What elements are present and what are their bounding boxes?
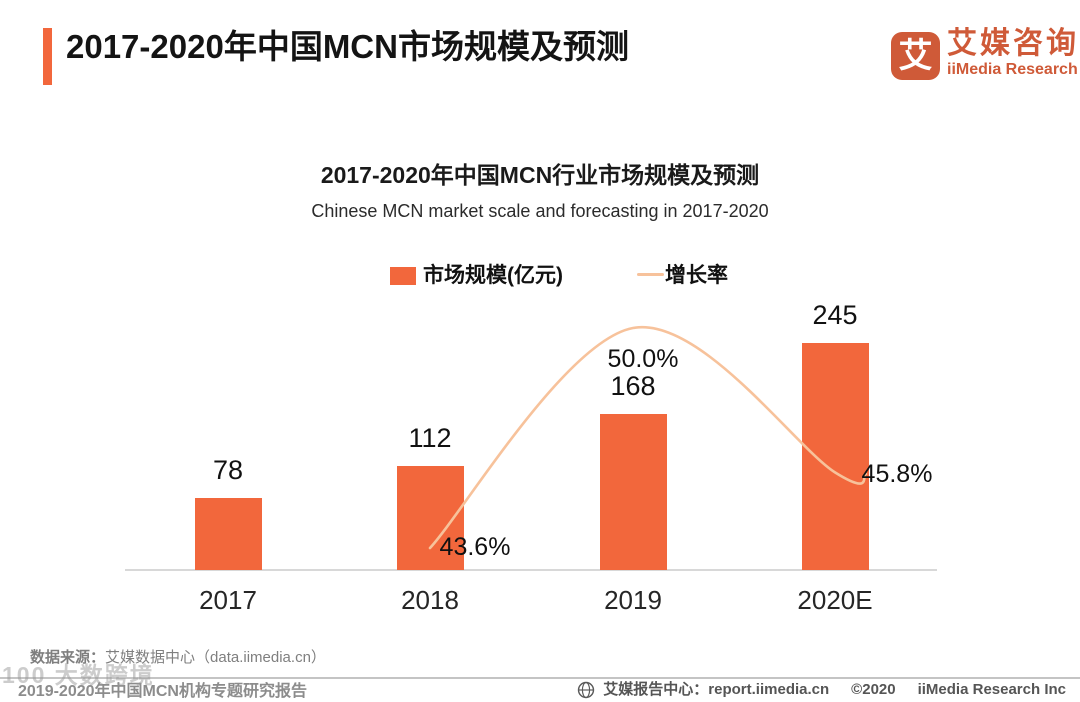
- legend-bar-swatch: [390, 267, 416, 285]
- watermark: 100 大数跨境: [2, 662, 155, 688]
- bar-value-label-2020E: 245: [812, 300, 858, 330]
- growth-label-2018: 43.6%: [439, 533, 511, 561]
- footer-copyright: ©2020: [851, 681, 896, 698]
- bar-value-label-2018: 112: [408, 423, 452, 453]
- data-source: 数据来源：艾媒数据中心（data.iimedia.cn）: [30, 649, 326, 667]
- logo-glyph: 艾: [898, 37, 933, 75]
- chart-subtitle: Chinese MCN market scale and forecasting…: [311, 201, 769, 221]
- footer-right: 艾媒报告中心：report.iimedia.cn ©2020 iiMedia R…: [577, 681, 1066, 699]
- data-source-label: 数据来源：: [30, 649, 106, 666]
- footer-report-title: 2019-2020年中国MCN机构专题研究报告: [18, 683, 307, 700]
- logo-name-en: iiMedia Research: [947, 61, 1078, 78]
- title-accent-bar: [43, 28, 52, 85]
- growth-label-2019: 50.0%: [607, 345, 679, 373]
- x-axis-label-2018: 2018: [401, 585, 459, 615]
- globe-icon: [578, 681, 595, 699]
- legend-bar-label: 市场规模(亿元): [423, 264, 563, 287]
- chart-title: 2017-2020年中国MCN行业市场规模及预测: [320, 162, 760, 188]
- x-axis-label-2020E: 2020E: [797, 585, 873, 615]
- logo-name-cn: 艾媒咨询: [947, 27, 1079, 60]
- bar-2019: [599, 414, 667, 570]
- footer-company: iiMedia Research Inc: [917, 681, 1066, 698]
- footer-divider: [0, 677, 1080, 679]
- bar-2020E: [801, 343, 869, 570]
- x-axis-label-2017: 2017: [199, 585, 257, 615]
- data-source-text: 艾媒数据中心（data.iimedia.cn）: [105, 649, 326, 666]
- footer-report-center: 艾媒报告中心：report.iimedia.cn: [603, 681, 830, 698]
- legend-line-label: 增长率: [665, 264, 728, 287]
- bar-value-label-2017: 78: [212, 455, 244, 485]
- iimedia-logo-icon: 艾: [891, 32, 940, 80]
- page-title: 2017-2020年中国MCN市场规模及预测: [66, 28, 629, 65]
- legend-line-swatch: [637, 273, 664, 276]
- bar-value-label-2019: 168: [610, 371, 656, 401]
- bar-2017: [194, 498, 262, 570]
- growth-label-2020E: 45.8%: [861, 460, 933, 488]
- x-axis-label-2019: 2019: [604, 585, 662, 615]
- x-axis-line: [125, 569, 937, 571]
